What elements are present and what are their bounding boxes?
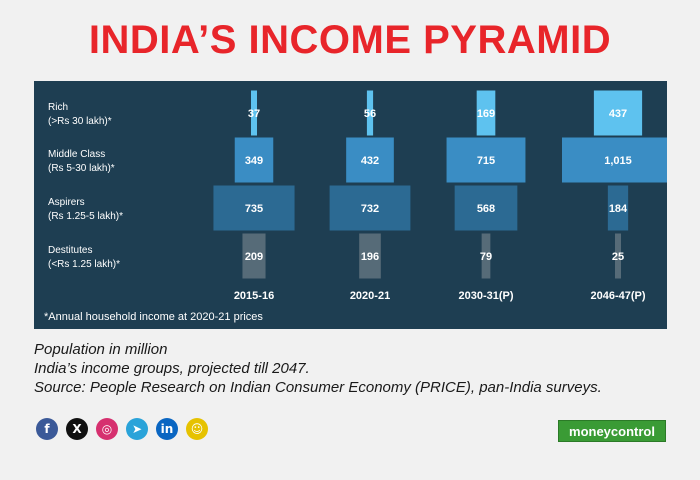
data-label: 1,015 (604, 155, 632, 167)
data-label: 169 (477, 108, 495, 120)
data-label: 349 (245, 155, 263, 167)
bar (481, 233, 491, 279)
bar (562, 137, 667, 183)
data-label: 196 (361, 251, 379, 263)
bar (615, 233, 621, 279)
income-pyramid-chart: Rich (>Rs 30 lakh)* 37 56 169 437 Middle Class… (48, 90, 667, 302)
caption-description: India’s income groups, projected till 20… (34, 360, 310, 377)
bar (251, 90, 257, 136)
bar (593, 90, 643, 136)
row-label: Rich (48, 102, 68, 113)
x-axis-tick-label: 2030-31(P) (458, 290, 513, 302)
chart-footnote: *Annual household income at 2020-21 pric… (44, 311, 263, 323)
data-label: 735 (245, 203, 263, 215)
row-label-range: (>Rs 30 lakh)* (48, 116, 112, 127)
bar (359, 233, 381, 279)
x-icon[interactable]: X (66, 418, 88, 440)
facebook-icon[interactable]: f (36, 418, 58, 440)
data-label: 25 (612, 251, 624, 263)
page-title: INDIA’S INCOME PYRAMID (88, 18, 612, 62)
x-axis-tick-label: 2020-21 (350, 290, 390, 302)
caption: Population in million India’s income gro… (34, 340, 674, 397)
social-share-bar: f X ◎ ➤ in ☺ (36, 418, 208, 440)
data-label: 437 (609, 108, 627, 120)
data-label: 568 (477, 203, 495, 215)
bar (242, 233, 266, 279)
data-label: 209 (245, 251, 263, 263)
x-axis-tick-label: 2046-47(P) (590, 290, 645, 302)
telegram-icon[interactable]: ➤ (126, 418, 148, 440)
chart-panel: Rich (>Rs 30 lakh)* 37 56 169 437 Middle Class… (34, 81, 667, 329)
bar (346, 137, 394, 183)
row-label-range: (Rs 5-30 lakh)* (48, 163, 115, 174)
bar (234, 137, 274, 183)
data-label: 432 (361, 155, 379, 167)
row-label: Aspirers (48, 197, 85, 208)
x-axis-tick-label: 2015-16 (234, 290, 274, 302)
linkedin-icon[interactable]: in (156, 418, 178, 440)
data-label: 56 (364, 108, 376, 120)
caption-unit: Population in million (34, 341, 168, 358)
data-label: 715 (477, 155, 495, 167)
data-label: 37 (248, 108, 260, 120)
row-label: Middle Class (48, 149, 105, 160)
bar (446, 137, 526, 183)
bar (607, 185, 629, 231)
instagram-icon[interactable]: ◎ (96, 418, 118, 440)
bar (366, 90, 374, 136)
row-label-range: (Rs 1.25-5 lakh)* (48, 211, 123, 222)
data-label: 79 (480, 251, 492, 263)
bar (454, 185, 518, 231)
row-label-range: (<Rs 1.25 lakh)* (48, 259, 120, 270)
row-label: Destitutes (48, 245, 92, 256)
bar (213, 185, 295, 231)
snapchat-icon[interactable]: ☺ (186, 418, 208, 440)
bar (329, 185, 411, 231)
data-label: 184 (609, 203, 628, 215)
caption-source: Source: People Research on Indian Consum… (34, 379, 602, 396)
bar (476, 90, 496, 136)
moneycontrol-logo[interactable]: moneycontrol (558, 420, 666, 442)
data-label: 732 (361, 203, 379, 215)
